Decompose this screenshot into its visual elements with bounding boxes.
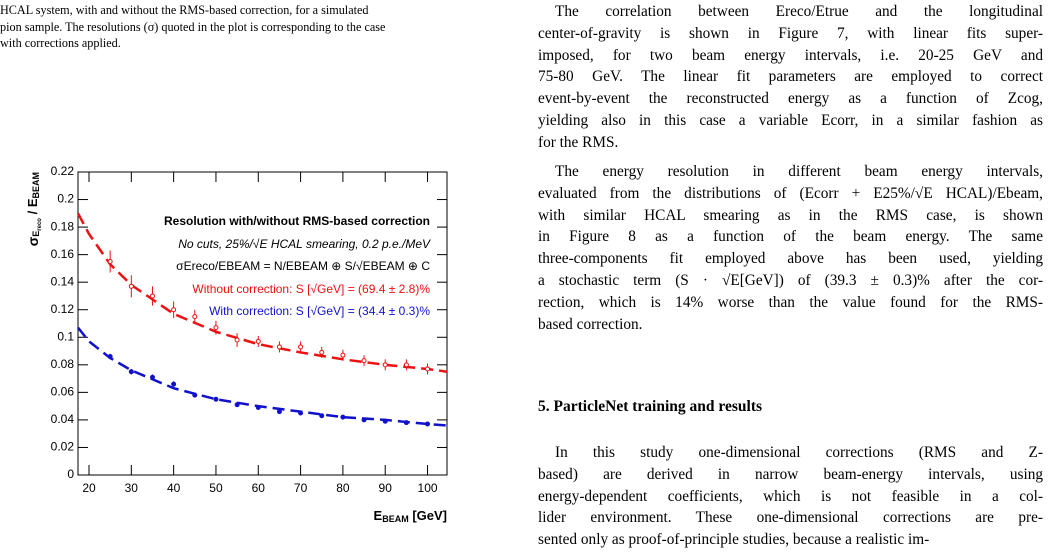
data-point: [234, 337, 240, 343]
x-axis-label-part: [GeV]: [409, 508, 447, 523]
data-point: [276, 409, 282, 415]
y-axis-label-part: σ: [25, 236, 41, 246]
text-line: lider environment. These one-dimensional…: [538, 509, 1043, 527]
data-point: [425, 421, 431, 427]
data-point: [255, 338, 261, 344]
data-point: [149, 293, 155, 299]
data-point: [382, 362, 388, 368]
data-point: [403, 362, 409, 368]
data-point: [213, 325, 219, 331]
legend-entry: Without correction: S [√GeV] = (69.4 ± 2…: [192, 282, 430, 296]
y-tick-label: 0.22: [51, 164, 75, 178]
text-line: event-by-event the reconstructed energy …: [538, 90, 1043, 108]
data-point: [171, 307, 177, 313]
text-line: a stochastic term (S · √E[GeV]) of (39.3…: [538, 272, 1043, 289]
y-tick-label: 0.06: [51, 385, 75, 399]
data-point: [382, 418, 388, 424]
data-point: [298, 410, 304, 416]
x-tick-label: 20: [82, 481, 96, 495]
y-tick-label: 0.1: [57, 329, 74, 343]
data-point: [171, 381, 177, 387]
text-line: yielding also in this case a variable Ec…: [538, 112, 1043, 129]
data-point: [425, 366, 431, 372]
annotation: σEreco/EBEAM = N/EBEAM ⊕ S/√EBEAM ⊕ C: [176, 259, 430, 273]
data-point: [107, 354, 113, 360]
data-point: [361, 358, 367, 364]
data-point: [128, 283, 134, 289]
text-line: for the RMS.: [538, 133, 619, 151]
text-line: rection, which is 14% worse than the val…: [538, 293, 1043, 311]
text-line: three-components fit employed above has …: [538, 250, 1043, 268]
y-tick-label: 0.16: [51, 247, 75, 261]
data-point: [234, 402, 240, 408]
data-point: [403, 420, 409, 426]
data-point: [319, 349, 325, 355]
text-line: energy-dependent coefficients, which is …: [538, 487, 1043, 505]
data-point: [340, 414, 346, 420]
text-line: with similar HCAL smearing as in the RMS…: [538, 206, 1043, 224]
y-tick-label: 0.02: [51, 440, 75, 454]
text-line: in Figure 8 as a function of the beam en…: [538, 228, 1043, 246]
text-line: imposed, for two beam energy intervals, …: [538, 46, 1043, 64]
x-tick-label: 50: [209, 481, 223, 495]
text-line: center-of-gravity is shown in Figure 7, …: [538, 24, 1043, 42]
caption-line: pion sample. The resolutions (σ) quoted …: [0, 19, 386, 34]
text-line: based) are derived in narrow beam-energy…: [538, 465, 1043, 483]
caption-line: HCAL system, with and without the RMS-ba…: [0, 3, 369, 17]
data-point: [192, 314, 198, 320]
x-tick-label: 60: [252, 481, 266, 495]
text-line: based correction.: [538, 315, 643, 333]
x-tick-label: 30: [125, 481, 139, 495]
x-tick-label: 70: [294, 481, 308, 495]
data-point: [255, 405, 261, 411]
y-tick-label: 0: [67, 467, 74, 481]
x-axis-label: EBEAM [GeV]: [374, 508, 447, 524]
y-axis-label-part: reco: [37, 218, 43, 231]
y-tick-label: 0.04: [51, 412, 75, 426]
annotation: No cuts, 25%/√E HCAL smearing, 0.2 p.e./…: [178, 237, 431, 251]
x-tick-label: 100: [418, 481, 438, 495]
data-point: [361, 417, 367, 423]
x-axis-label-part: BEAM: [382, 514, 409, 524]
x-tick-label: 40: [167, 481, 181, 495]
text-line: 75-80 GeV. The linear fit parameters are…: [538, 68, 1043, 86]
x-tick-label: 80: [336, 481, 350, 495]
text-line: The energy resolution in different beam …: [555, 163, 1043, 180]
x-axis-label-part: E: [374, 508, 383, 523]
text-line: The correlation between Ereco/Etrue and …: [555, 3, 1043, 20]
legend-entry: With correction: S [√GeV] = (34.4 ± 0.3)…: [209, 304, 430, 318]
caption-line: with corrections applied.: [0, 36, 121, 50]
annotation-title: Resolution with/without RMS-based correc…: [164, 214, 430, 228]
y-tick-label: 0.18: [51, 219, 75, 233]
data-point: [319, 413, 325, 419]
y-axis-label-part: / E: [25, 198, 40, 218]
fit-curve: [77, 326, 448, 427]
data-point: [340, 352, 346, 358]
data-point: [149, 374, 155, 380]
y-axis-label: σEreco / EBEAM: [25, 172, 43, 246]
y-tick-label: 0.2: [57, 192, 74, 206]
y-tick-label: 0.08: [51, 357, 75, 371]
text-line: sented only as proof-of-principle studie…: [538, 531, 930, 549]
y-axis-label-part: E: [31, 231, 41, 237]
data-point: [192, 392, 198, 398]
y-tick-label: 0.12: [51, 302, 75, 316]
y-tick-label: 0.14: [51, 274, 75, 288]
data-point: [298, 344, 304, 350]
data-point: [107, 259, 113, 265]
data-point: [276, 344, 282, 350]
text-line: In this study one-dimensional correction…: [555, 444, 1043, 461]
data-point: [213, 396, 219, 402]
y-axis-label-part: BEAM: [31, 172, 41, 199]
x-tick-label: 90: [379, 481, 393, 495]
chart: 0 0.02 0.04 0.06 0.08 0.1 0.12 0.14 0.16 0.18 0.2 0…: [25, 164, 448, 524]
section-heading: 5. ParticleNet training and results: [538, 398, 763, 415]
text-line: evaluated from the distributions of (Eco…: [538, 184, 1043, 202]
plot-frame: [77, 171, 448, 476]
data-point: [128, 369, 134, 375]
